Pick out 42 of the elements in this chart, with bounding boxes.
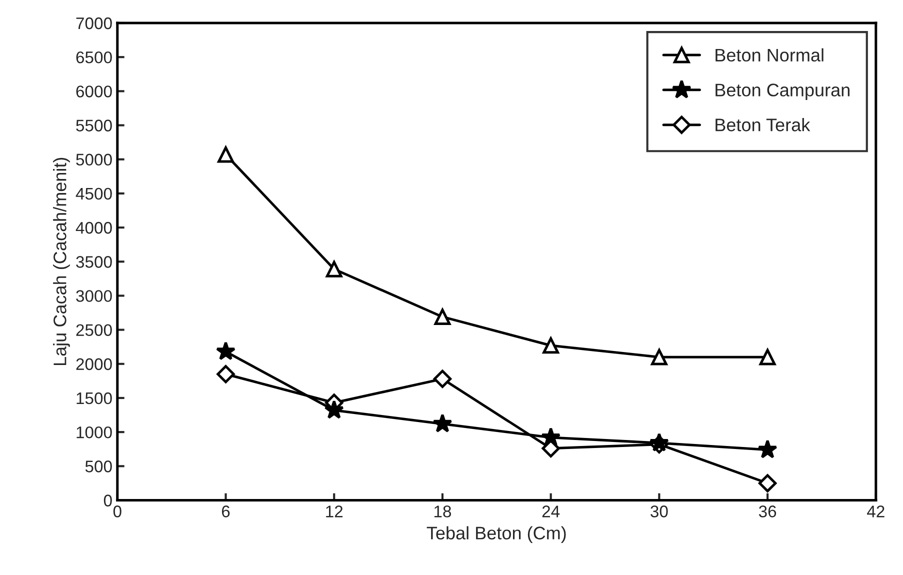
y-tick-label: 500 — [85, 460, 112, 472]
y-tick-label: 4000 — [76, 222, 112, 234]
y-tick-label: 7000 — [76, 17, 112, 30]
point — [216, 341, 236, 360]
y-tick-label: 4500 — [76, 188, 112, 200]
point — [218, 146, 234, 163]
y-tick-label: 1000 — [76, 426, 112, 438]
x-axis-title: Tebal Beton (Cm) — [426, 526, 566, 544]
y-tick-label: 6000 — [76, 86, 112, 98]
x-tick-label: 30 — [650, 506, 668, 518]
x-tick-label: 0 — [113, 506, 122, 518]
x-tick-label: 12 — [326, 506, 343, 518]
legend-label: Beton Terak — [716, 118, 810, 132]
x-tick-label: 42 — [867, 506, 884, 518]
point — [326, 260, 342, 278]
y-tick-label: 5500 — [76, 120, 112, 132]
y-tick-label: 0 — [104, 494, 112, 506]
point — [324, 400, 344, 419]
y-tick-label: 6500 — [76, 51, 112, 64]
x-tick-label: 6 — [222, 506, 230, 518]
y-axis-title: Laju Cacah (Cacah/menit) — [53, 158, 70, 366]
point — [216, 365, 235, 384]
point — [540, 427, 561, 446]
y-tick-label: 1500 — [76, 392, 112, 404]
point — [759, 348, 776, 366]
point — [432, 414, 452, 432]
y-tick-label: 2500 — [76, 324, 112, 336]
legend-label: Beton Campuran — [716, 84, 850, 100]
x-tick-label: 18 — [434, 506, 452, 518]
x-tick-label: 36 — [758, 506, 776, 518]
x-tick-label: 24 — [542, 506, 560, 518]
point — [758, 474, 777, 492]
point — [542, 337, 560, 354]
y-tick-label: 2000 — [76, 358, 112, 370]
y-tick-label: 3500 — [76, 256, 112, 268]
y-tick-label: 5000 — [76, 154, 112, 166]
point — [433, 370, 452, 388]
point — [758, 440, 778, 458]
point — [650, 348, 668, 366]
y-tick-label: 3000 — [76, 290, 112, 302]
point — [434, 308, 451, 326]
legend-label: Beton Normal — [716, 48, 824, 62]
